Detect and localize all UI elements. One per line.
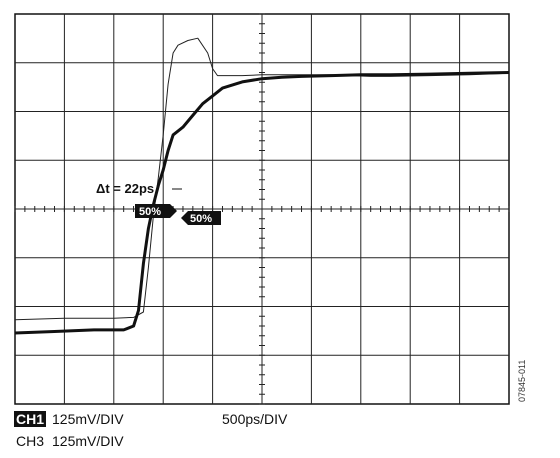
trace-group xyxy=(14,37,510,335)
delta-t-label: Δt = 22ps xyxy=(96,181,154,196)
marker-right-badge xyxy=(181,211,221,225)
timebase-label: 500ps/DIV xyxy=(222,411,288,427)
channel-3-scale: 125mV/DIV xyxy=(52,433,124,449)
figure-id: 07845-011 xyxy=(517,359,527,402)
marker-right-label: 50% xyxy=(190,213,212,225)
channel-3-tag: CH3 xyxy=(16,433,45,449)
marker-left-label: 50% xyxy=(139,206,161,218)
channel-1-tag: CH1 xyxy=(14,411,47,427)
channel-1-scale: 125mV/DIV xyxy=(52,411,124,427)
trace-ch1 xyxy=(14,71,510,335)
channel-3-row: CH3 125mV/DIV xyxy=(14,433,124,449)
annotation-group: Δt = 22ps 50% 50% xyxy=(96,181,221,225)
channel-1-row: CH1 125mV/DIV xyxy=(14,411,124,427)
marker-left-badge xyxy=(135,204,177,218)
plot-grid xyxy=(14,13,510,405)
